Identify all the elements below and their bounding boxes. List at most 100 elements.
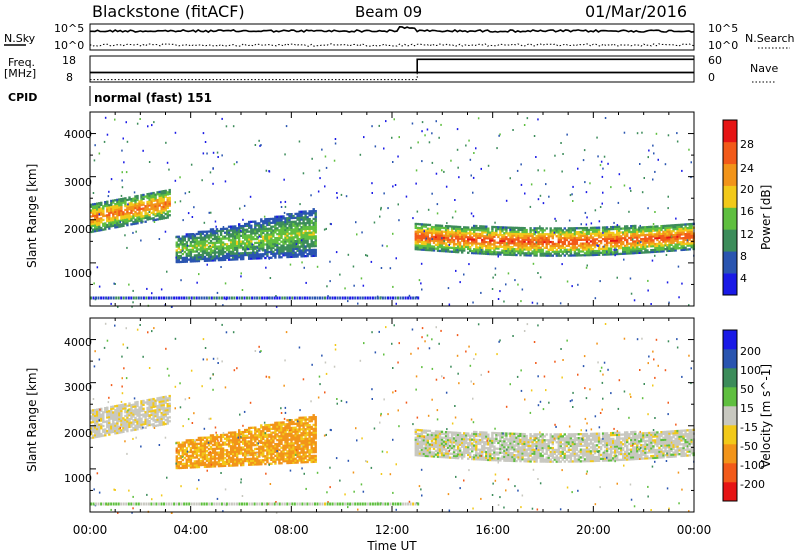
velocity-cell bbox=[142, 421, 145, 424]
power-cell bbox=[420, 231, 424, 234]
power-cell bbox=[250, 224, 253, 227]
power-cell bbox=[160, 198, 163, 201]
velocity-cell bbox=[162, 407, 165, 410]
power-cell bbox=[491, 243, 494, 246]
power-scatter-point bbox=[353, 284, 355, 287]
power-ground-cell bbox=[278, 296, 281, 300]
power-cell bbox=[634, 228, 637, 231]
power-cell bbox=[166, 204, 169, 208]
velocity-cell bbox=[209, 434, 213, 437]
power-cell bbox=[575, 231, 579, 234]
power-cell bbox=[221, 247, 225, 250]
velocity-cell bbox=[160, 400, 163, 403]
power-cell bbox=[116, 200, 119, 203]
power-scatter-point bbox=[329, 280, 331, 283]
power-scatter-point bbox=[614, 254, 616, 257]
power-cell bbox=[92, 228, 95, 231]
power-cell bbox=[573, 244, 577, 247]
power-cell bbox=[583, 242, 587, 245]
power-scatter-point bbox=[590, 222, 593, 225]
power-cell bbox=[124, 218, 127, 221]
power-cell bbox=[622, 250, 625, 253]
power-scatter-point bbox=[188, 191, 191, 193]
power-cell bbox=[573, 254, 577, 257]
power-scatter-point bbox=[520, 183, 523, 186]
power-cell bbox=[124, 197, 127, 200]
power-cell bbox=[553, 229, 556, 232]
velocity-cell bbox=[195, 446, 199, 449]
velocity-cell bbox=[240, 446, 243, 449]
velocity-cell bbox=[231, 431, 235, 434]
power-cell bbox=[296, 216, 299, 219]
power-cell bbox=[219, 253, 223, 256]
power-cell bbox=[609, 245, 613, 248]
power-cell bbox=[116, 216, 119, 219]
power-cell bbox=[193, 250, 197, 253]
power-cell bbox=[234, 248, 237, 251]
power-scatter-point bbox=[536, 302, 539, 305]
power-scatter-point bbox=[139, 118, 141, 120]
power-cell bbox=[246, 236, 249, 239]
power-scatter-point bbox=[448, 303, 451, 306]
power-cell bbox=[620, 241, 623, 244]
power-cell bbox=[231, 231, 235, 234]
power-cell bbox=[436, 236, 440, 239]
power-scatter-point bbox=[104, 116, 107, 119]
power-cell bbox=[219, 247, 223, 250]
power-cell bbox=[638, 247, 641, 251]
velocity-cell bbox=[138, 425, 141, 429]
power-cell bbox=[479, 244, 482, 247]
power-scatter-point bbox=[465, 144, 467, 147]
sky-noise-line bbox=[90, 25, 695, 34]
power-cell bbox=[126, 206, 129, 209]
power-scatter-point bbox=[512, 129, 514, 131]
power-cell bbox=[250, 251, 253, 254]
power-scatter-point bbox=[594, 297, 597, 300]
power-cell bbox=[561, 244, 564, 248]
power-cell bbox=[286, 244, 289, 247]
power-scatter-point bbox=[224, 282, 227, 285]
power-cell bbox=[680, 231, 683, 234]
power-cell bbox=[213, 253, 217, 256]
power-cell bbox=[274, 227, 277, 230]
power-cbar-tick-12: 12 bbox=[740, 228, 754, 241]
velocity-cell bbox=[231, 458, 235, 461]
velocity-cell bbox=[128, 410, 131, 413]
power-cell bbox=[300, 251, 303, 254]
power-cell bbox=[254, 245, 257, 248]
power-cell bbox=[162, 199, 165, 202]
velocity-cell bbox=[156, 404, 159, 408]
power-cell bbox=[294, 241, 297, 245]
power-cell bbox=[609, 235, 613, 238]
power-cell bbox=[150, 192, 153, 195]
power-cell bbox=[563, 231, 566, 234]
power-cell bbox=[473, 250, 476, 253]
power-cell bbox=[280, 250, 283, 253]
power-scatter-point bbox=[283, 178, 285, 181]
power-cell bbox=[529, 234, 532, 238]
power-scatter-point bbox=[636, 132, 639, 135]
power-cell bbox=[134, 218, 137, 221]
power-cell bbox=[501, 237, 504, 241]
power-cell bbox=[686, 236, 689, 239]
power-cell bbox=[465, 226, 468, 229]
velocity-cell bbox=[197, 446, 201, 449]
power-cell bbox=[314, 215, 317, 219]
beam-label: Beam 09 bbox=[355, 3, 422, 21]
velocity-cell bbox=[108, 421, 111, 424]
power-cell bbox=[515, 236, 518, 239]
power-cell bbox=[507, 245, 510, 249]
power-cell bbox=[444, 225, 448, 228]
power-cell bbox=[221, 258, 225, 262]
power-scatter-point bbox=[586, 264, 588, 267]
power-cell bbox=[142, 201, 145, 204]
velocity-cell bbox=[96, 414, 99, 417]
power-cell bbox=[254, 230, 257, 233]
power-cell bbox=[662, 224, 665, 228]
power-cell bbox=[128, 215, 131, 219]
power-cell bbox=[622, 252, 625, 255]
power-scatter-point bbox=[639, 252, 641, 254]
power-cell bbox=[260, 255, 263, 258]
power-cell bbox=[136, 196, 139, 200]
power-cell bbox=[440, 234, 444, 237]
